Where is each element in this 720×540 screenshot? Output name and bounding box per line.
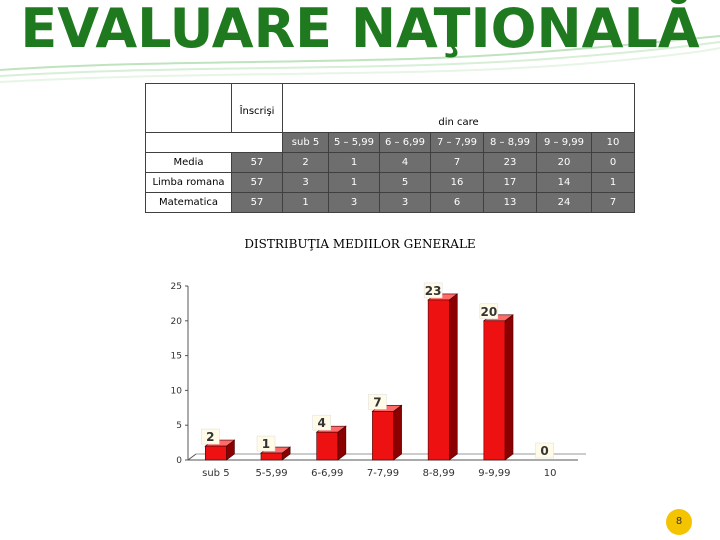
bar-side <box>393 404 402 461</box>
data-label: 0 <box>540 444 548 458</box>
data-label: 20 <box>480 305 497 319</box>
page-number-badge: 8 <box>666 509 692 535</box>
y-tick-label: 25 <box>171 282 182 292</box>
y-tick-label: 0 <box>176 456 182 466</box>
row-value: 7 <box>591 192 635 213</box>
of-which-header-label: din care <box>438 117 479 128</box>
data-label: 7 <box>373 395 381 409</box>
data-label-box <box>312 414 331 431</box>
bar <box>204 445 227 461</box>
row-value: 3 <box>282 172 329 193</box>
bar <box>260 452 283 461</box>
row-label: Matematica <box>145 192 232 213</box>
x-tick-label: sub 5 <box>202 468 229 479</box>
enrolled-header-label: Înscrişi <box>239 106 275 117</box>
row-enrolled: 57 <box>231 192 283 213</box>
row-value: 1 <box>328 152 380 173</box>
row-value: 7 <box>430 152 484 173</box>
row-value: 0 <box>591 152 635 173</box>
bar-side <box>504 314 514 461</box>
row-value: 2 <box>282 152 329 173</box>
table-row: Matematica 57 1 3 3 6 13 24 7 <box>145 192 635 213</box>
row-value: 3 <box>379 192 431 213</box>
row-value: 24 <box>536 192 592 213</box>
x-tick-label: 8-8,99 <box>423 468 455 479</box>
row-value: 5 <box>379 172 431 193</box>
row-value: 16 <box>430 172 484 193</box>
row-enrolled: 57 <box>231 172 283 193</box>
row-value: 1 <box>591 172 635 193</box>
y-tick-label: 20 <box>171 317 183 327</box>
data-label-box <box>479 303 499 320</box>
data-label: 2 <box>206 430 214 444</box>
band-header: 6 – 6,99 <box>379 132 431 153</box>
table-corner-cell <box>145 83 232 133</box>
band-header: 10 <box>591 132 635 153</box>
data-label: 1 <box>262 437 270 451</box>
floor-edge <box>187 453 197 461</box>
data-label-box <box>201 428 220 445</box>
y-tick-label: 10 <box>171 386 183 396</box>
y-tick-label: 15 <box>171 352 182 362</box>
decorative-swoosh <box>0 35 720 83</box>
row-value: 3 <box>328 192 380 213</box>
data-label-box <box>535 442 554 459</box>
row-value: 6 <box>430 192 484 213</box>
row-value: 23 <box>483 152 537 173</box>
row-value: 17 <box>483 172 537 193</box>
row-value: 14 <box>536 172 592 193</box>
band-header: sub 5 <box>282 132 329 153</box>
results-table: Înscrişi din care sub 5 5 – 5,99 6 – 6,9… <box>145 83 635 213</box>
bar <box>316 431 339 461</box>
x-tick-label: 7-7,99 <box>367 468 399 479</box>
row-value: 1 <box>328 172 380 193</box>
data-label: 4 <box>318 416 326 430</box>
bar <box>483 320 506 461</box>
band-header: 8 – 8,99 <box>483 132 537 153</box>
band-header: 5 – 5,99 <box>328 132 380 153</box>
row-value: 1 <box>282 192 329 213</box>
band-header: 7 – 7,99 <box>430 132 484 153</box>
bands-row-spacer <box>145 132 283 153</box>
data-label-box <box>256 435 276 452</box>
x-tick-label: 5-5,99 <box>255 468 287 479</box>
x-tick-label: 9-9,99 <box>478 468 510 479</box>
row-value: 4 <box>379 152 431 173</box>
slide-title: EVALUARE NAŢIONALĂ <box>20 0 700 60</box>
table-row: Limba romana 57 3 1 5 16 17 14 1 <box>145 172 635 193</box>
bar <box>427 299 450 461</box>
y-tick-label: 5 <box>176 421 182 431</box>
row-value: 20 <box>536 152 592 173</box>
data-label: 23 <box>425 284 442 298</box>
bands-row: sub 5 5 – 5,99 6 – 6,99 7 – 7,99 8 – 8,9… <box>145 132 635 153</box>
row-enrolled: 57 <box>231 152 283 173</box>
x-tick-label: 6-6,99 <box>311 468 343 479</box>
of-which-header: din care <box>282 83 635 133</box>
bar-side <box>448 293 458 461</box>
row-label: Media <box>145 152 232 173</box>
row-value: 13 <box>483 192 537 213</box>
chart-title: DISTRIBUŢIA MEDIILOR GENERALE <box>244 237 476 251</box>
enrolled-header: Înscrişi <box>231 83 283 133</box>
bar <box>372 410 394 461</box>
row-label: Limba romana <box>145 172 232 193</box>
bar-chart: 0 5 10 15 20 25 2 sub 5 1 5-5,99 4 6-6,99 7 7-7,99 23 8… <box>171 282 586 479</box>
data-label-box <box>423 282 443 299</box>
x-tick-label: 10 <box>544 468 557 479</box>
table-header-row: Înscrişi din care <box>145 83 635 133</box>
band-header: 9 – 9,99 <box>536 132 592 153</box>
table-row: Media 57 2 1 4 7 23 20 0 <box>145 152 635 173</box>
data-label-box <box>368 394 387 410</box>
